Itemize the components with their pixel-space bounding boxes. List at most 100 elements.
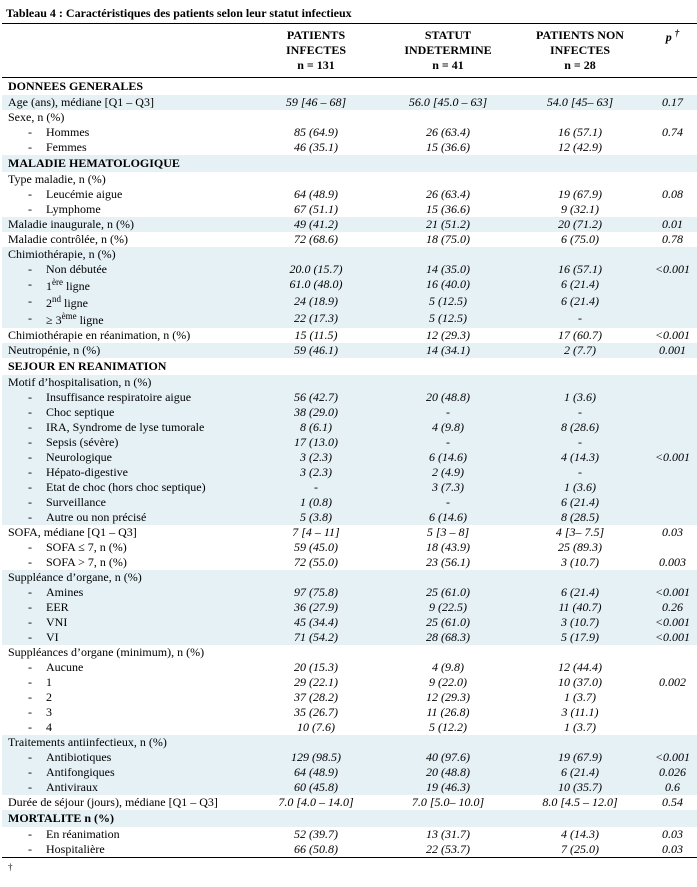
table-row: Etat de choc (hors choc septique)-3 (7.3… [2,480,697,495]
row-label: SOFA > 7, n (%) [2,555,250,570]
cell-value: - [514,405,646,420]
cell-value: 97 (75.8) [250,585,382,600]
cell-value: 28 (68.3) [382,630,514,645]
cell-value: 9 (22.5) [382,600,514,615]
cell-value: 25 (89.3) [514,540,646,555]
cell-p: <0.001 [646,585,697,600]
cell-value: 72 (68.6) [250,232,382,247]
cell-value: 7 [4 – 11] [250,525,382,540]
cell-value: 5 (12.2) [382,720,514,735]
clinical-table: PATIENTS INFECTES n = 131 STATUT INDETER… [2,23,697,858]
cell-value: 17 (60.7) [514,328,646,343]
table-row: Lymphome67 (51.1)15 (36.6)9 (32.1) [2,202,697,217]
cell-value: 129 (98.5) [250,750,382,765]
cell-value: 24 (18.9) [250,294,382,311]
table-row: Hospitalière66 (50.8)22 (53.7)7 (25.0)0.… [2,842,697,858]
cell-value: 15 (11.5) [250,328,382,343]
cell-value: - [382,495,514,510]
cell-value: 85 (64.9) [250,125,382,140]
table-row: IRA, Syndrome de lyse tumorale8 (6.1)4 (… [2,420,697,435]
cell-value: 11 (40.7) [514,600,646,615]
cell-p [646,435,697,450]
cell-p [646,277,697,294]
cell-value: 19 (67.9) [514,750,646,765]
cell-value: 35 (26.7) [250,705,382,720]
cell-value: 56 (42.7) [250,390,382,405]
cell-value [382,375,514,390]
table-row: Chimiothérapie, n (%) [2,247,697,262]
row-label: Motif d’hospitalisation, n (%) [2,375,250,390]
cell-value: 49 (41.2) [250,217,382,232]
table-row: MALADIE HEMATOLOGIQUE [2,155,697,172]
cell-value: - [514,435,646,450]
header-row: PATIENTS INFECTES n = 131 STATUT INDETER… [2,24,697,78]
row-label: Femmes [2,140,250,155]
cell-value: 19 (67.9) [514,187,646,202]
cell-value [514,645,646,660]
cell-value: 7.0 [4.0 – 14.0] [250,795,382,810]
cell-value: 61.0 (48.0) [250,277,382,294]
cell-p [646,705,697,720]
row-label: SOFA, médiane [Q1 – Q3] [2,525,250,540]
row-label: Type maladie, n (%) [2,172,250,187]
cell-value: 4 (9.8) [382,420,514,435]
hdr-p: p † [666,30,680,44]
row-label: 1ère ligne [2,277,250,294]
cell-p [646,140,697,155]
cell-p: 0.03 [646,827,697,842]
cell-p [646,645,697,660]
table-row: Durée de séjour (jours), médiane [Q1 – Q… [2,795,697,810]
row-label: Antiviraux [2,780,250,795]
cell-p: 0.03 [646,842,697,858]
cell-value: 6 (21.4) [514,765,646,780]
cell-value [250,375,382,390]
cell-value [250,645,382,660]
cell-p: 0.6 [646,780,697,795]
cell-value: 22 (17.3) [250,311,382,328]
cell-value: 8.0 [4.5 – 12.0] [514,795,646,810]
cell-value [382,172,514,187]
cell-p: <0.001 [646,262,697,277]
cell-value: 23 (56.1) [382,555,514,570]
cell-value: 4 (14.3) [514,450,646,465]
row-label: Neutropénie, n (%) [2,343,250,358]
table-row: Maladie inaugurale, n (%)49 (41.2)21 (51… [2,217,697,232]
table-container: Tableau 4 : Caractéristiques des patient… [0,0,697,887]
row-label: Aucune [2,660,250,675]
row-label: Autre ou non précisé [2,510,250,525]
cell-value: 2 (7.7) [514,343,646,358]
table-row: DONNEES GENERALES [2,78,697,96]
cell-p: 0.08 [646,187,697,202]
cell-value: 3 (2.3) [250,450,382,465]
cell-value: 4 [3– 7.5] [514,525,646,540]
cell-value: 20.0 (15.7) [250,262,382,277]
cell-value: 21 (51.2) [382,217,514,232]
cell-p: 0.01 [646,217,697,232]
cell-value: 6 (21.4) [514,585,646,600]
cell-value: 52 (39.7) [250,827,382,842]
cell-value: - [514,311,646,328]
cell-value: 37 (28.2) [250,690,382,705]
cell-value: 1 (3.7) [514,720,646,735]
cell-value [382,735,514,750]
cell-value: 15 (36.6) [382,140,514,155]
cell-p [646,311,697,328]
cell-p [646,540,697,555]
cell-value [382,570,514,585]
cell-value: 14 (34.1) [382,343,514,358]
row-label: Maladie contrôlée, n (%) [2,232,250,247]
cell-value: 64 (48.9) [250,765,382,780]
cell-p [646,720,697,735]
table-row: Age (ans), médiane [Q1 – Q3]59 [46 – 68]… [2,95,697,110]
table-row: Aucune20 (15.3)4 (9.8)12 (44.4) [2,660,697,675]
cell-value: 6 (75.0) [514,232,646,247]
table-row: Suppléance d’organe, n (%) [2,570,697,585]
cell-value: - [382,435,514,450]
cell-p [646,390,697,405]
row-label: VI [2,630,250,645]
row-label: Antibiotiques [2,750,250,765]
table-row: 2nd ligne24 (18.9)5 (12.5)6 (21.4) [2,294,697,311]
row-label: Non débutée [2,262,250,277]
cell-value: 5 (12.5) [382,311,514,328]
cell-p: <0.001 [646,328,697,343]
